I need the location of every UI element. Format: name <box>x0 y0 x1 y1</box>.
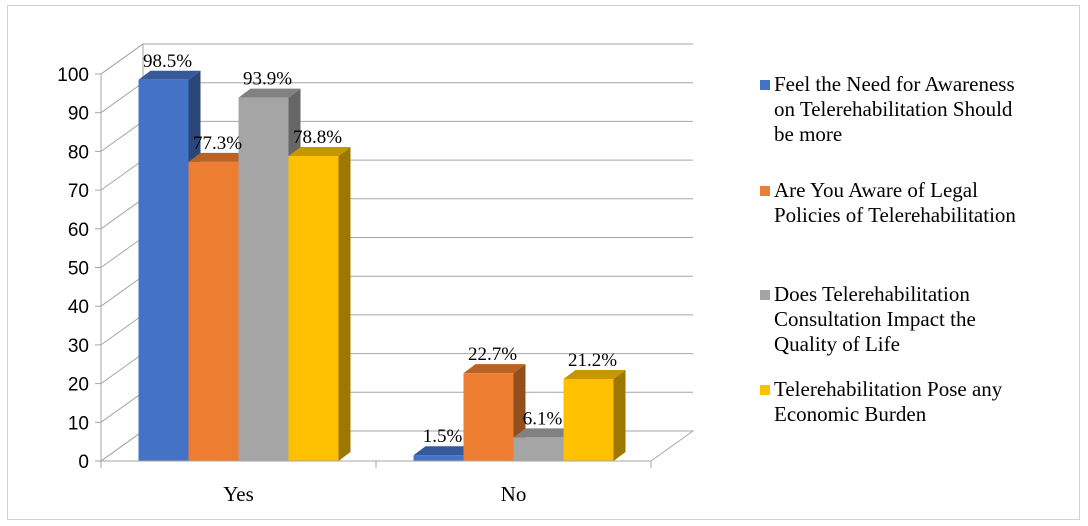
bar <box>138 79 189 462</box>
legend-item: Does Telerehabilitation Consultation Imp… <box>760 282 1080 357</box>
bar-side <box>613 369 626 461</box>
y-tick-label: 100 <box>57 65 89 86</box>
bar-chart: 0 10 20 30 40 50 60 70 80 90 100 98.5% 77.3% 93.9% 78… <box>57 43 695 506</box>
data-label: 22.7% <box>468 344 517 365</box>
legend-label: Does Telerehabilitation Consultation Imp… <box>774 282 976 356</box>
bar-top <box>463 364 526 374</box>
bar-top <box>413 446 476 456</box>
gridline <box>100 43 693 75</box>
bar-top <box>188 152 251 162</box>
data-label: 1.5% <box>423 426 463 447</box>
bar-side <box>338 147 351 461</box>
legend-swatch <box>760 385 770 395</box>
y-tick-label: 50 <box>68 259 89 280</box>
data-label: 78.8% <box>293 127 342 148</box>
x-tick-label: No <box>501 482 527 506</box>
y-tick-label: 70 <box>68 181 89 202</box>
data-label: 77.3% <box>193 133 242 154</box>
legend-label: Feel the Need for Awareness on Telerehab… <box>774 72 1015 146</box>
bar-top <box>288 147 351 157</box>
data-label: 21.2% <box>568 350 617 371</box>
bar <box>288 156 339 461</box>
y-tick-label: 20 <box>68 375 89 396</box>
legend-label: Are You Aware of Legal Policies of Teler… <box>774 178 1016 227</box>
legend-label: Telerehabilitation Pose any Economic Bur… <box>774 377 1003 426</box>
bar-top <box>238 88 301 98</box>
bars <box>138 70 626 462</box>
y-tick-label: 0 <box>78 452 89 473</box>
legend-swatch <box>760 290 770 300</box>
bar-top <box>563 369 626 379</box>
chart-frame: 0 10 20 30 40 50 60 70 80 90 100 98.5% 77.3% 93.9% 78… <box>7 5 1080 520</box>
bar-top <box>138 70 201 80</box>
y-tick-label: 80 <box>68 142 89 163</box>
data-label: 6.1% <box>523 408 563 429</box>
data-label: 98.5% <box>143 51 192 72</box>
category-axis: Yes No <box>100 460 652 506</box>
value-axis: 0 10 20 30 40 50 60 70 80 90 100 <box>57 65 102 473</box>
legend-item: Are You Aware of Legal Policies of Teler… <box>760 178 1080 228</box>
bar <box>513 437 564 461</box>
y-tick-label: 10 <box>68 413 89 434</box>
x-tick-label: Yes <box>223 482 254 506</box>
bar-top <box>513 428 576 438</box>
y-tick-label: 90 <box>68 104 89 125</box>
legend-item: Feel the Need for Awareness on Telerehab… <box>760 72 1080 147</box>
bar <box>188 161 239 461</box>
y-tick-label: 40 <box>68 297 89 318</box>
bar <box>563 378 614 461</box>
legend-swatch <box>760 186 770 196</box>
bar <box>413 455 464 461</box>
bar <box>238 97 289 462</box>
bar <box>463 373 514 461</box>
y-tick-label: 60 <box>68 220 89 241</box>
legend-item: Telerehabilitation Pose any Economic Bur… <box>760 377 1080 427</box>
data-label: 93.9% <box>243 69 292 90</box>
legend-swatch <box>760 80 770 90</box>
y-tick-label: 30 <box>68 336 89 357</box>
data-labels: 98.5% 77.3% 93.9% 78.8% 1.5% 22.7% 6.1% 21.2% <box>143 51 617 447</box>
